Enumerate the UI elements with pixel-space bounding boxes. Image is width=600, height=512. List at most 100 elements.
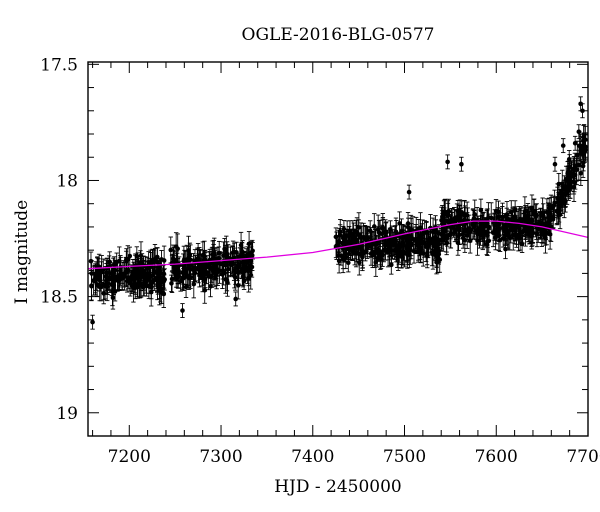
data-point	[492, 209, 498, 239]
data-point	[451, 207, 457, 236]
data-point	[354, 242, 359, 263]
data-point	[233, 291, 239, 307]
y-tick-label: 18	[56, 171, 78, 191]
data-point	[186, 245, 191, 271]
y-tick-label: 19	[56, 404, 78, 424]
data-point	[141, 261, 147, 288]
data-point	[159, 280, 164, 305]
data-point	[538, 207, 543, 238]
data-point	[202, 252, 207, 275]
axis-ticks	[88, 62, 589, 437]
data-point	[547, 203, 553, 224]
data-point	[556, 201, 561, 225]
x-axis-label: HJD - 2450000	[274, 477, 402, 497]
axis-tick-labels: 7200 7300 7400 7500 7600 7700 17.5 18 18.5 19	[40, 55, 600, 467]
data-point	[580, 137, 586, 155]
data-point	[445, 202, 451, 229]
data-point	[223, 244, 228, 264]
data-point	[510, 218, 516, 240]
data-point	[228, 253, 233, 277]
data-point	[232, 263, 237, 289]
data-point	[346, 229, 351, 258]
data-point	[238, 231, 244, 259]
data-point	[217, 257, 222, 284]
data-point	[455, 200, 461, 222]
data-point	[572, 135, 578, 151]
data-point	[544, 198, 550, 226]
data-point	[241, 272, 247, 290]
data-point	[527, 213, 532, 242]
data-point	[486, 228, 492, 253]
data-point	[556, 172, 562, 196]
data-point	[210, 257, 216, 286]
y-tick-label: 18.5	[40, 288, 78, 308]
data-point	[181, 264, 186, 292]
data-point	[172, 264, 178, 282]
data-point	[204, 260, 209, 285]
y-tick-label: 17.5	[40, 55, 78, 75]
data-point	[127, 246, 133, 266]
x-tick-label: 7300	[199, 447, 242, 467]
data-point	[147, 266, 153, 288]
data-point	[426, 231, 432, 253]
data-point	[338, 245, 344, 266]
data-point	[568, 161, 574, 190]
x-tick-label: 7200	[108, 447, 151, 467]
x-tick-label: 7700	[566, 447, 600, 467]
data-point	[421, 228, 427, 258]
chart-title: OGLE-2016-BLG-0577	[242, 25, 435, 45]
data-point	[117, 268, 122, 291]
data-point	[220, 262, 226, 280]
data-point	[394, 235, 399, 263]
data-point	[406, 184, 412, 200]
data-point	[399, 240, 404, 269]
y-axis-label: I magnitude	[12, 200, 32, 304]
data-point	[90, 314, 95, 330]
data-point	[559, 169, 565, 198]
data-point	[563, 189, 568, 213]
data-point	[560, 138, 566, 154]
model-curve	[88, 220, 588, 270]
data-point	[456, 218, 462, 240]
data-point	[182, 249, 187, 272]
data-point	[211, 237, 217, 269]
data-point	[250, 242, 255, 260]
data-point	[506, 210, 512, 240]
data-point	[578, 135, 584, 164]
data-point	[441, 229, 446, 252]
data-point	[574, 154, 579, 186]
data-point	[360, 245, 365, 269]
data-point	[552, 189, 557, 216]
data-point	[364, 225, 369, 253]
data-point	[192, 263, 198, 283]
data-point	[223, 235, 229, 265]
data-point	[88, 251, 94, 271]
data-point	[417, 227, 422, 257]
data-point	[341, 220, 347, 238]
data-point	[467, 227, 473, 254]
data-point	[380, 217, 386, 239]
data-point	[529, 222, 535, 250]
data-point	[124, 248, 129, 275]
data-point	[138, 241, 144, 271]
data-point	[235, 271, 241, 300]
data-point	[445, 154, 450, 170]
data-point	[383, 219, 388, 246]
data-point	[459, 156, 464, 172]
data-point	[132, 276, 138, 295]
x-tick-label: 7600	[475, 447, 518, 467]
data-point	[337, 219, 343, 245]
data-point	[372, 238, 377, 266]
data-point	[503, 223, 509, 247]
data-point	[157, 263, 162, 289]
plot-frame	[87, 61, 589, 437]
data-point	[430, 239, 436, 270]
data-point	[129, 275, 134, 295]
data-point	[180, 303, 185, 318]
data-point	[151, 269, 157, 291]
data-point	[548, 211, 554, 242]
data-point	[195, 243, 201, 274]
data-point	[488, 202, 494, 234]
data-point	[565, 166, 571, 196]
